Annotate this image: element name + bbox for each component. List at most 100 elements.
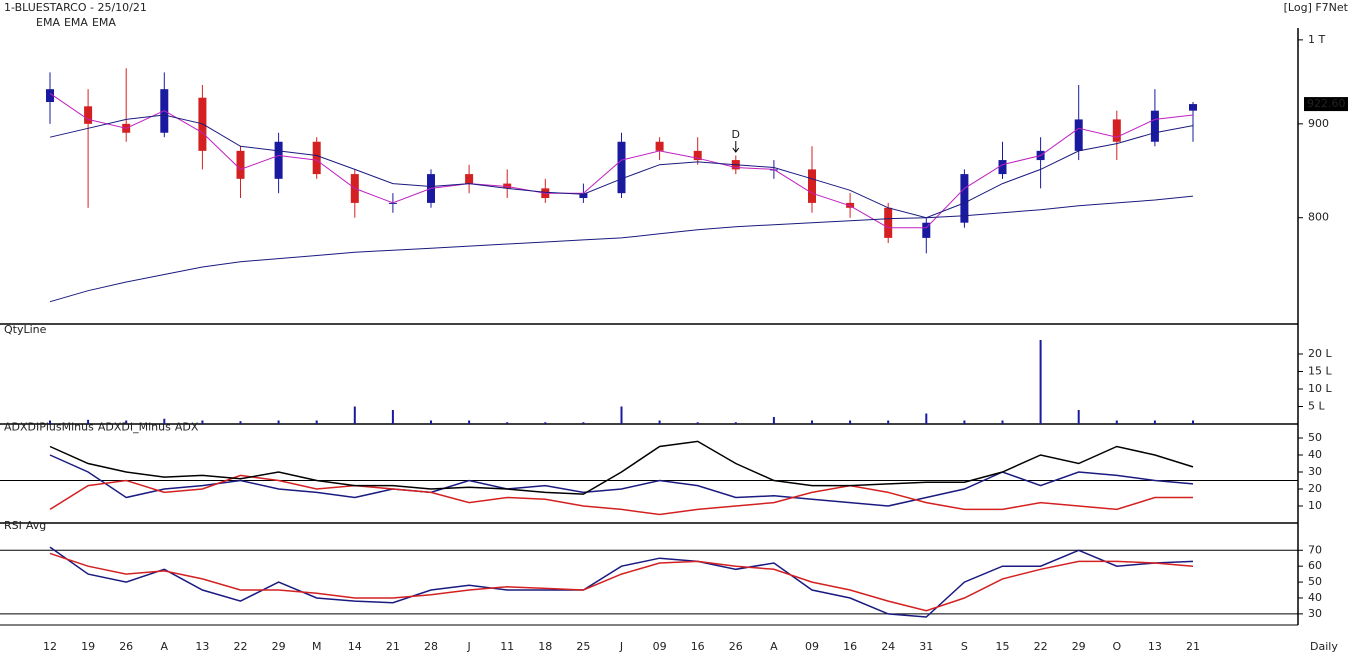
x-tick-label: 13 — [195, 640, 209, 653]
series-line — [49, 195, 1194, 303]
x-tick-label: 26 — [729, 640, 743, 653]
candle-body — [579, 193, 588, 199]
x-tick-label: A — [161, 640, 169, 653]
y-tick-label: 20 L — [1308, 347, 1332, 360]
x-note: Daily — [1310, 640, 1338, 653]
legend-label: ADXDIPlusMinus — [4, 421, 94, 434]
y-tick-label: 70 — [1308, 543, 1322, 556]
volume-bar — [811, 420, 813, 424]
annotation: D — [732, 128, 740, 141]
volume-bar — [391, 410, 394, 424]
x-tick-label: 21 — [386, 640, 400, 653]
y-tick-label: 40 — [1308, 448, 1322, 461]
x-tick-label: 29 — [272, 640, 286, 653]
scale-note: [Log] F7Net — [1284, 1, 1349, 14]
candle-body — [1074, 119, 1083, 151]
volume-bar — [1192, 420, 1194, 424]
volume-bar — [1077, 410, 1080, 424]
volume-bar — [353, 406, 356, 424]
y-tick-label: 40 — [1308, 591, 1322, 604]
legend-label: RSI — [4, 519, 22, 532]
y-tick-label: 20 — [1308, 482, 1322, 495]
x-tick-label: M — [312, 640, 322, 653]
candle-body — [922, 222, 931, 238]
candle-body — [46, 89, 54, 103]
candle-body — [808, 169, 816, 203]
volume-bar — [1001, 420, 1004, 424]
volume-bar — [963, 420, 966, 424]
x-tick-label: 25 — [576, 640, 590, 653]
x-tick-label: 11 — [500, 640, 514, 653]
legend-label: ADX — [175, 421, 199, 434]
y-tick-label: 15 L — [1308, 365, 1332, 378]
y-tick-label: 10 — [1308, 499, 1322, 512]
panel-title: QtyLine — [4, 323, 47, 336]
volume-bar — [125, 420, 128, 424]
volume-bar — [849, 420, 852, 424]
y-tick-label: 900 — [1308, 117, 1329, 130]
y-tick-label: 5 L — [1308, 400, 1325, 413]
x-tick-label: 24 — [881, 640, 895, 653]
candle-body — [312, 141, 321, 175]
volume-bar — [87, 419, 90, 424]
volume-bar — [1039, 340, 1042, 424]
volume-bar — [468, 420, 471, 424]
x-tick-label: O — [1112, 640, 1121, 653]
y-tick-label: 30 — [1308, 607, 1322, 620]
last-price-label: 922.60 — [1307, 97, 1346, 110]
candle-body — [236, 150, 245, 179]
candle-body — [1150, 110, 1159, 142]
candle-body — [655, 141, 664, 151]
x-tick-label: 19 — [81, 640, 95, 653]
x-tick-label: 29 — [1072, 640, 1086, 653]
legend-label: EMA — [36, 16, 60, 29]
volume-bar — [734, 422, 737, 424]
volume-bar — [277, 420, 280, 424]
x-tick-label: 14 — [348, 640, 362, 653]
volume-bar — [49, 420, 51, 424]
y-tick-label: 50 — [1308, 575, 1322, 588]
candle-body — [960, 174, 969, 223]
legend-label: ADXDI_Minus — [98, 421, 171, 434]
series-line — [49, 114, 1194, 219]
volume-bar — [620, 406, 623, 424]
last-price-box — [1304, 97, 1348, 112]
volume-bar — [315, 420, 318, 424]
candle-body — [693, 150, 702, 161]
y-tick-label: 10 L — [1308, 382, 1332, 395]
candle-body — [1112, 119, 1121, 142]
x-tick-label: A — [770, 640, 778, 653]
candle-body — [1189, 104, 1197, 111]
volume-bar — [658, 420, 661, 424]
x-tick-label: 15 — [996, 640, 1010, 653]
x-tick-label: J — [466, 640, 470, 653]
series-line — [49, 474, 1193, 516]
volume-bar — [544, 422, 547, 424]
y-tick-label: 800 — [1308, 211, 1329, 224]
candle-body — [998, 160, 1007, 175]
volume-bar — [772, 417, 775, 424]
y-tick-label: 30 — [1308, 465, 1322, 478]
x-tick-label: 31 — [919, 640, 933, 653]
volume-bar — [163, 418, 166, 424]
x-tick-label: 28 — [424, 640, 438, 653]
candle-body — [274, 141, 283, 179]
y-tick-label: 1 T — [1308, 33, 1325, 46]
series-line — [49, 552, 1194, 612]
volume-bar — [1115, 420, 1118, 424]
annotation-arrow — [732, 141, 740, 153]
series-line — [49, 546, 1194, 618]
legend-label: EMA — [64, 16, 88, 29]
volume-bar — [239, 421, 242, 424]
candle-body — [84, 106, 93, 124]
volume-bar — [201, 420, 204, 424]
series-line — [49, 92, 1194, 229]
x-tick-label: 22 — [234, 640, 248, 653]
x-tick-label: 16 — [843, 640, 857, 653]
volume-bar — [582, 422, 585, 424]
candle-body — [503, 183, 512, 189]
volume-bar — [506, 422, 509, 424]
volume-bar — [1153, 420, 1156, 424]
x-tick-label: 26 — [119, 640, 133, 653]
